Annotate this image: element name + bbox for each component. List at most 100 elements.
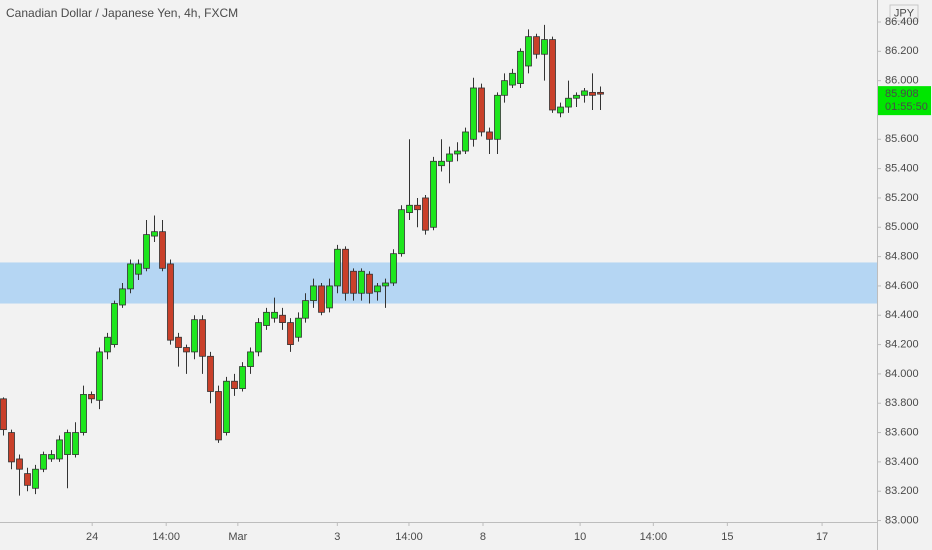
candle-body <box>398 209 405 255</box>
candle-body <box>462 131 469 152</box>
candle-body <box>40 454 47 470</box>
candle-body <box>231 380 238 389</box>
currency-box <box>889 4 919 22</box>
candle-body <box>96 351 103 401</box>
candle-body <box>183 347 190 353</box>
candle-body <box>501 80 508 96</box>
candle-body <box>446 153 453 162</box>
y-tick-label: 85.200 <box>885 192 919 204</box>
candle-body <box>247 351 254 367</box>
candle-body <box>517 50 524 84</box>
candle-body <box>454 150 461 155</box>
x-tick-label: Mar <box>228 531 247 543</box>
candle-body <box>0 398 7 431</box>
y-tick-label: 83.400 <box>885 456 919 468</box>
x-tick-label: 15 <box>721 531 733 543</box>
candle-body <box>143 234 150 269</box>
candle-body <box>207 355 214 392</box>
candle-body <box>486 131 493 140</box>
candle-body <box>48 454 55 460</box>
candle-body <box>127 263 134 290</box>
y-tick-label: 86.200 <box>885 45 919 57</box>
y-tick-label: 86.000 <box>885 75 919 87</box>
candle-body <box>295 317 302 338</box>
candle-body <box>263 311 270 326</box>
candle-body <box>310 285 317 301</box>
y-tick-label: 84.800 <box>885 251 919 263</box>
candle-body <box>350 270 357 294</box>
candle-body <box>390 253 397 284</box>
candle-body <box>64 432 71 455</box>
x-tick-label: 10 <box>574 531 586 543</box>
candle-body <box>287 322 294 345</box>
candle-body <box>159 231 166 269</box>
last-price-label: 85.908 <box>885 88 919 100</box>
currency-label: JPY <box>894 7 915 19</box>
candle-body <box>430 160 437 228</box>
candle-body <box>80 394 87 433</box>
candle-body <box>32 468 39 489</box>
candle-body <box>16 458 23 470</box>
y-tick-label: 84.000 <box>885 368 919 380</box>
candle-body <box>342 248 349 294</box>
candle-body <box>135 263 142 275</box>
candle-body <box>334 248 341 287</box>
candle-body <box>119 288 126 306</box>
candle-body <box>255 322 262 353</box>
candle-body <box>56 439 63 460</box>
y-tick-label: 83.200 <box>885 485 919 497</box>
candle-body <box>239 366 246 389</box>
candle-body <box>223 380 230 433</box>
x-tick-label: 8 <box>480 531 486 543</box>
x-tick-label: 14:00 <box>640 531 668 543</box>
candle-body <box>509 72 516 86</box>
chart-title: Canadian Dollar / Japanese Yen, 4h, FXCM <box>6 6 238 20</box>
candle-body <box>470 87 477 140</box>
candle-body <box>438 160 445 167</box>
candle-body <box>72 432 79 455</box>
candle-body <box>581 90 588 96</box>
y-tick-label: 83.800 <box>885 397 919 409</box>
candle-body <box>478 87 485 133</box>
x-tick-label: 14:00 <box>152 531 180 543</box>
candle-body <box>215 391 222 441</box>
candle-body <box>104 336 111 353</box>
candle-body <box>111 303 118 345</box>
candle-body <box>8 432 15 463</box>
candle-body <box>191 319 198 353</box>
candle-body <box>167 263 174 341</box>
candle-body <box>541 39 548 55</box>
y-tick-label: 84.400 <box>885 309 919 321</box>
x-tick-label: 17 <box>816 531 828 543</box>
y-tick-label: 84.600 <box>885 280 919 292</box>
candle-body <box>597 91 604 95</box>
candle-body <box>406 204 413 214</box>
candle-body <box>589 91 596 96</box>
x-tick-label: 24 <box>86 531 98 543</box>
countdown-label: 01:55:50 <box>885 101 928 113</box>
last-price-box <box>878 86 931 116</box>
candle-body <box>557 106 564 114</box>
candle-body <box>199 319 206 357</box>
y-tick-label: 85.000 <box>885 221 919 233</box>
y-tick-label: 85.400 <box>885 163 919 175</box>
x-tick-label: 3 <box>334 531 340 543</box>
candle-body <box>279 314 286 323</box>
candle-body <box>533 36 540 55</box>
candle-body <box>382 282 389 287</box>
candle-body <box>366 273 373 294</box>
y-tick-label: 84.200 <box>885 338 919 350</box>
candle-body <box>422 197 429 231</box>
candle-body <box>151 231 158 237</box>
y-tick-label: 85.600 <box>885 133 919 145</box>
y-tick-label: 83.600 <box>885 426 919 438</box>
candle-body <box>525 36 532 67</box>
candle-body <box>414 204 421 211</box>
candle-body <box>549 39 556 111</box>
candle-body <box>573 94 580 99</box>
candle-body <box>271 311 278 319</box>
candle-body <box>494 94 501 140</box>
candle-body <box>318 285 325 313</box>
candle-body <box>358 270 365 294</box>
